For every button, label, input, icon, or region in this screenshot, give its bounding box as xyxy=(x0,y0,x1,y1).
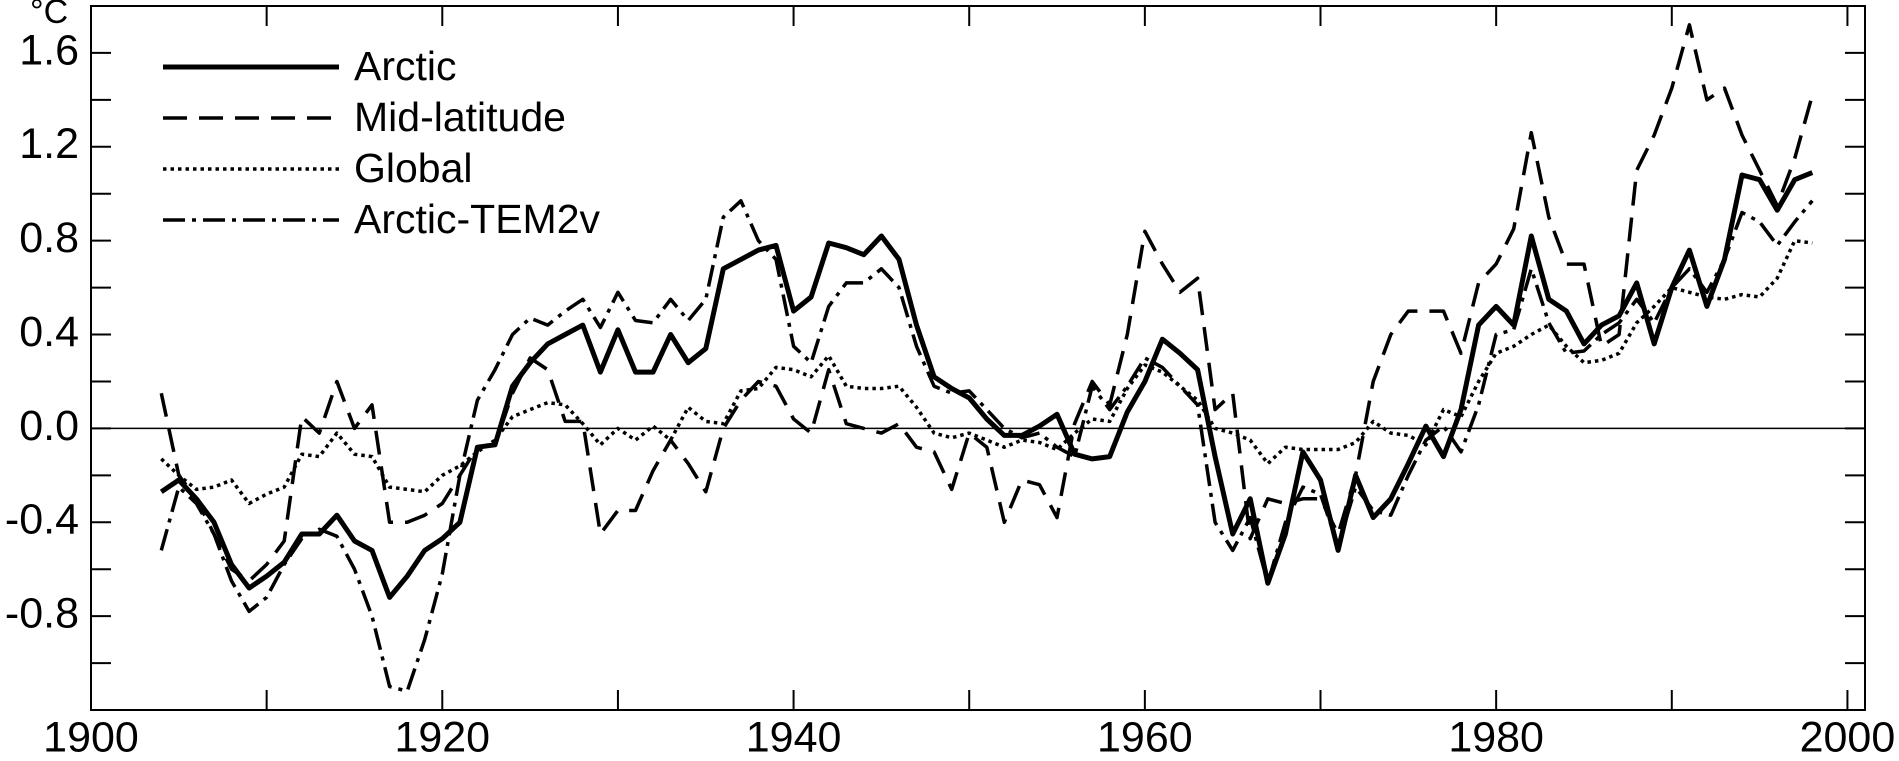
y-tick-label: 0.4 xyxy=(19,308,79,356)
y-tick-label: -0.4 xyxy=(5,496,79,544)
y-tick-label: 0.8 xyxy=(19,214,79,262)
y-tick-label: -0.8 xyxy=(5,589,79,637)
y-axis-unit: °C xyxy=(30,0,68,31)
series-line xyxy=(159,170,1814,600)
x-tick-label: 1980 xyxy=(1448,713,1544,761)
y-tick-label: 1.2 xyxy=(19,120,79,168)
series-line xyxy=(160,238,1813,506)
legend-label: Arctic-TEM2v xyxy=(354,196,601,242)
series-line xyxy=(159,199,1814,693)
x-tick-label: 2000 xyxy=(1800,713,1896,761)
x-tick-label: 1940 xyxy=(746,713,842,761)
legend-label: Global xyxy=(354,145,473,191)
x-tick-label: 1960 xyxy=(1097,713,1193,761)
series-line xyxy=(159,23,1814,583)
legend-label: Mid-latitude xyxy=(354,94,566,140)
y-tick-label: 0.0 xyxy=(19,402,79,450)
plot-frame xyxy=(90,5,1866,711)
y-tick-label: 1.6 xyxy=(19,26,79,74)
x-tick-label: 1920 xyxy=(394,713,490,761)
x-tick-label: 1900 xyxy=(43,713,139,761)
legend-label: Arctic xyxy=(354,43,457,89)
